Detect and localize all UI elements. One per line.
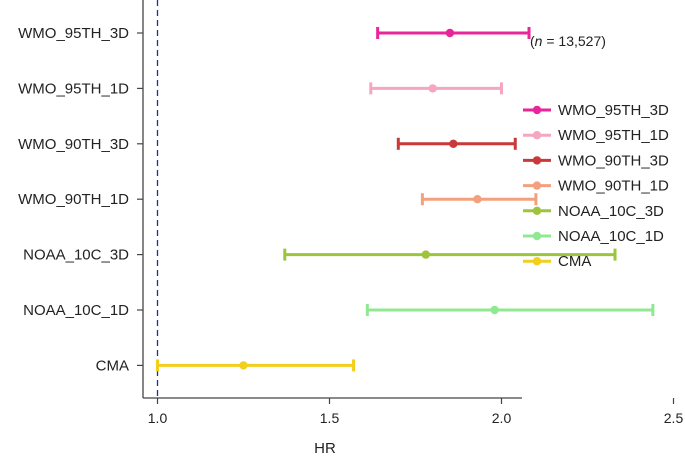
row-cma: CMA	[96, 357, 356, 374]
legend-item: WMO_90TH_1D	[523, 178, 669, 195]
x-tick-label: 1.0	[148, 410, 168, 426]
x-tick-label: 2.5	[664, 410, 684, 426]
legend-item: WMO_95TH_1D	[523, 127, 669, 144]
x-tick-label: 1.5	[320, 410, 340, 426]
legend-marker	[532, 105, 542, 115]
category-label: WMO_90TH_3D	[18, 136, 129, 153]
row-wmo-95th-1d: WMO_95TH_1D	[18, 80, 503, 97]
legend-marker	[532, 257, 542, 266]
legend-marker	[532, 181, 542, 190]
legend-marker	[532, 231, 542, 241]
category-label: WMO_95TH_1D	[18, 80, 129, 97]
x-axis-title: HR	[314, 440, 336, 457]
legend-item: WMO_95TH_3D	[523, 102, 669, 119]
x-tick-label: 2.0	[492, 410, 512, 426]
legend-label: WMO_90TH_3D	[558, 152, 669, 169]
legend-marker	[532, 206, 542, 215]
point-estimate	[490, 305, 499, 315]
legend-label: WMO_90TH_1D	[558, 178, 669, 195]
row-wmo-90th-1d: WMO_90TH_1D	[18, 191, 538, 208]
x-ticks: 1.0 1.5 2.0 2.5	[148, 398, 684, 426]
category-label: CMA	[96, 357, 129, 374]
legend-item: WMO_90TH_3D	[523, 152, 669, 169]
legend-marker	[532, 156, 542, 165]
point-estimate	[473, 195, 482, 204]
legend-label: CMA	[558, 253, 591, 270]
point-estimate	[445, 28, 455, 38]
row-wmo-90th-3d: WMO_90TH_3D	[18, 136, 517, 153]
point-estimate	[449, 139, 458, 148]
legend-marker	[532, 131, 542, 140]
category-label: NOAA_10C_1D	[23, 302, 129, 319]
category-label: NOAA_10C_3D	[23, 247, 129, 264]
category-label: WMO_95TH_3D	[18, 25, 129, 42]
legend-label: NOAA_10C_1D	[558, 228, 664, 245]
legend: WMO_95TH_3D WMO_95TH_1D WMO_90TH_3D WMO_90T…	[523, 102, 669, 270]
legend-label: WMO_95TH_3D	[558, 102, 669, 119]
row-noaa-10c-1d: NOAA_10C_1D	[23, 302, 655, 319]
point-estimate	[428, 84, 437, 93]
legend-label: NOAA_10C_3D	[558, 203, 664, 220]
point-estimate	[239, 361, 248, 370]
row-wmo-95th-3d: WMO_95TH_3D	[18, 25, 531, 42]
row-noaa-10c-3d: NOAA_10C_3D	[23, 247, 617, 264]
category-label: WMO_90TH_1D	[18, 191, 129, 208]
series-rows: WMO_95TH_3D WMO_95TH_1D WMO_90TH_3D WMO_90T…	[18, 25, 655, 374]
legend-label: WMO_95TH_1D	[558, 127, 669, 144]
legend-item: NOAA_10C_1D	[523, 228, 664, 245]
sample-size-annotation: (n = 13,527)	[530, 33, 606, 49]
legend-item: CMA	[523, 253, 591, 270]
legend-item: NOAA_10C_3D	[523, 203, 664, 220]
point-estimate	[421, 250, 431, 259]
